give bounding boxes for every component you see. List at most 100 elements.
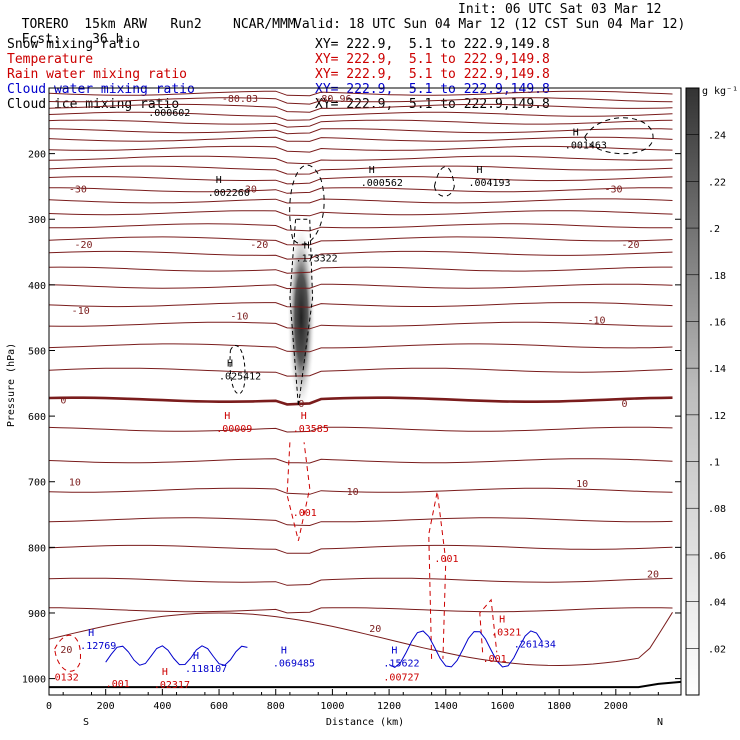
colorbar-tick-label: .24 xyxy=(708,131,726,142)
extremum-marker: H xyxy=(573,128,579,139)
extremum-label: .15622 xyxy=(383,659,419,670)
isotherm-line xyxy=(48,266,673,274)
snow-contour xyxy=(289,218,314,407)
run-name: Run2 xyxy=(170,17,202,32)
isotherm-line xyxy=(49,223,673,232)
temperature-label: -20 xyxy=(250,240,268,251)
north-end-label: N xyxy=(657,717,663,728)
fcst-label: Fcst: xyxy=(21,32,61,47)
temperature-label: -30 xyxy=(69,184,87,195)
x-tick-label: 0 xyxy=(46,701,52,712)
colorbar-tick-label: .22 xyxy=(708,177,726,188)
temperature-label: 20 xyxy=(60,645,72,656)
extremum-marker: H xyxy=(391,646,397,657)
isotherm-line xyxy=(48,128,673,135)
rain-contour xyxy=(286,442,311,541)
legend-name: Snow mixing ratio xyxy=(7,37,141,52)
temperature-label: 10 xyxy=(347,487,359,498)
extremum-label: .025412 xyxy=(219,372,261,383)
y-tick-label: 500 xyxy=(28,346,46,357)
x-tick-label: 800 xyxy=(267,701,285,712)
isotherm-line xyxy=(48,136,673,142)
title-model: TORERO 15km ARW Run2 NCAR/MMM xyxy=(6,2,296,32)
isotherm-line xyxy=(48,187,673,194)
y-tick-label: 600 xyxy=(28,412,46,423)
extremum-label: .00727 xyxy=(383,672,419,683)
axes: 0 200 400 600 800 1000 1200 1400 1600 1800 2000200… xyxy=(6,87,682,728)
extremum-label: .03585 xyxy=(293,424,329,435)
extremum-label: .001 xyxy=(106,679,130,690)
cloud-ice-contour xyxy=(433,166,455,197)
colorbar-tick-label: .2 xyxy=(708,224,720,235)
snow-contour xyxy=(229,345,246,395)
temperature-label: 0 xyxy=(60,396,66,407)
extremum-label: .0321 xyxy=(491,628,521,639)
extremum-label: .001 xyxy=(293,508,317,519)
y-tick-label: 800 xyxy=(28,543,46,554)
extremum-label: .173322 xyxy=(296,254,338,265)
forecast-hour: Fcst: 36 h xyxy=(6,17,124,47)
extremum-marker: H xyxy=(304,241,310,252)
isotherm-line xyxy=(48,250,673,260)
extremum-label: .004193 xyxy=(468,178,510,189)
x-tick-label: 1200 xyxy=(377,701,401,712)
isotherm-line xyxy=(48,165,673,175)
isotherm-line xyxy=(48,544,673,554)
org-name: NCAR/MMM xyxy=(233,17,296,32)
isotherm-line xyxy=(48,302,673,308)
temperature-label: -30 xyxy=(604,184,622,195)
temperature-label: 0 xyxy=(621,399,627,410)
temperature-label: -10 xyxy=(587,316,605,327)
colorbar: .02 .04 .06 .08 .1 .12 .14 .16 .18 .2 .22 .24 g kg⁻¹ xyxy=(685,86,738,696)
temperature-label: -20 xyxy=(621,240,639,251)
cloud-ice-contour xyxy=(584,117,654,155)
isotherm-line xyxy=(48,577,673,586)
rain-contour xyxy=(428,491,447,659)
legend-name: Cloud water mixing ratio xyxy=(7,82,195,97)
isotherm-line xyxy=(48,210,673,217)
extremum-marker: H xyxy=(301,411,307,422)
temperature-label: -80.83 xyxy=(222,94,258,105)
isotherm-line xyxy=(48,458,673,464)
temperature-label: 10 xyxy=(69,478,81,489)
colorbar-tick-label: .16 xyxy=(708,317,726,328)
temperature-label: 0 xyxy=(298,399,304,410)
isotherm-line xyxy=(48,145,673,153)
x-tick-label: 1600 xyxy=(490,701,514,712)
isotherm-line xyxy=(48,343,673,353)
grid-name: 15km ARW xyxy=(84,17,147,32)
colorbar-tick-label: .02 xyxy=(708,644,726,655)
isotherm-line xyxy=(48,103,673,113)
legend-xy: XY= 222.9, 5.1 to 222.9,149.8 xyxy=(315,82,550,97)
extremum-label: .02317 xyxy=(154,680,190,691)
extremum-marker: H xyxy=(162,667,168,678)
extremum-label: .261434 xyxy=(514,639,556,650)
isotherm-line xyxy=(48,321,673,330)
extremum-label: .069485 xyxy=(273,659,315,670)
extremum-label: .12769 xyxy=(80,641,116,652)
extremum-label: .001463 xyxy=(565,141,607,152)
colorbar-tick-label: .1 xyxy=(708,458,720,469)
colorbar-tick-label: .04 xyxy=(708,598,726,609)
y-tick-label: 300 xyxy=(28,215,46,226)
extremum-label: .118107 xyxy=(185,664,227,675)
isotherm-line xyxy=(48,396,673,406)
isotherm-line xyxy=(48,176,673,185)
temperature-label: 20 xyxy=(647,570,659,581)
isotherm-line xyxy=(48,612,673,667)
isotherm-line xyxy=(48,517,673,527)
x-axis-label: Distance (km) xyxy=(326,717,404,728)
legend-xy: XY= 222.9, 5.1 to 222.9,149.8 xyxy=(315,52,550,67)
y-tick-label: 900 xyxy=(28,609,46,620)
x-tick-label: 200 xyxy=(97,701,115,712)
temperature-label: -20 xyxy=(75,240,93,251)
legend-name: Temperature xyxy=(7,52,94,67)
colorbar-tick-label: .08 xyxy=(708,504,726,515)
colorbar-tick-label: .06 xyxy=(708,551,726,562)
extremum-label: .001 xyxy=(483,654,507,665)
y-axis-label: Pressure (hPa) xyxy=(6,343,17,427)
isotherm-line xyxy=(48,90,673,97)
extremum-marker: H xyxy=(369,165,375,176)
isotherm-line xyxy=(48,198,673,204)
